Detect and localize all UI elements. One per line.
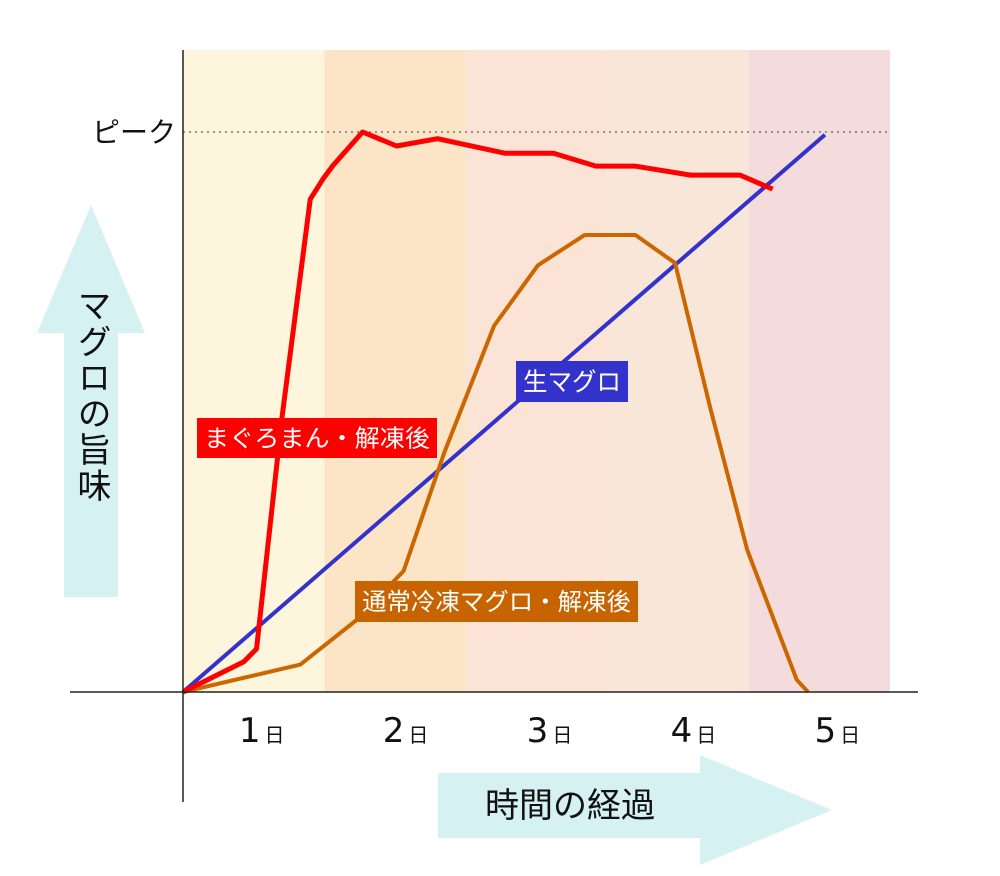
- x-arrow-shape: [438, 755, 832, 865]
- series-label-1: まぐろまん・解凍後: [197, 418, 437, 458]
- series-line-1: [181, 129, 774, 695]
- y-arrow-shape: [37, 205, 145, 597]
- x-axis-label: 時間の経過: [485, 786, 655, 826]
- series-line-2: [181, 133, 827, 694]
- series-label-bg: [197, 418, 437, 458]
- x-axis-arrow: 時間の経過: [438, 755, 832, 865]
- series-label-3: 通常冷凍マグロ・解凍後: [355, 581, 638, 622]
- series-label-bg: [516, 361, 628, 402]
- day-bands: [183, 50, 890, 692]
- day-band-5: [748, 50, 890, 692]
- peak-label: ピーク: [92, 116, 176, 149]
- day-band-1: [183, 50, 325, 692]
- series-label-2: 生マグロ: [516, 361, 628, 402]
- series-label-bg: [355, 581, 638, 622]
- series-label-text: 生マグロ: [523, 368, 621, 397]
- y-axis-arrow: マグロの旨味: [37, 205, 145, 597]
- y-axis-label: マグロの旨味: [71, 288, 111, 504]
- series-label-text: 通常冷凍マグロ・解凍後: [362, 588, 631, 616]
- series-label-text: まぐろまん・解凍後: [204, 425, 430, 453]
